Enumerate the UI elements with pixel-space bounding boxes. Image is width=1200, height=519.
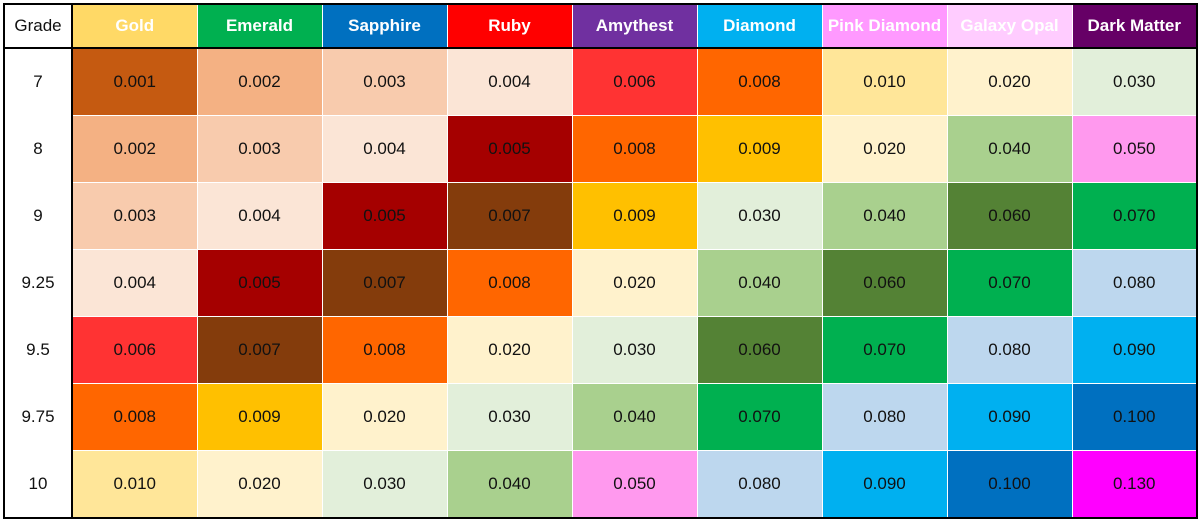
- value-cell: 0.007: [196, 316, 323, 384]
- value-cell: 0.080: [946, 316, 1073, 384]
- value-cell: 0.009: [696, 115, 823, 183]
- column-header-dark-matter: Dark Matter: [1071, 3, 1198, 49]
- value-cell: 0.100: [946, 450, 1073, 519]
- table-body: 7 0.001 0.002 0.003 0.004 0.006 0.008 0.010 0.02…: [3, 47, 1198, 519]
- table-row: 7 0.001 0.002 0.003 0.004 0.006 0.008 0.010 0.02…: [3, 47, 1198, 116]
- value-cell: 0.070: [946, 249, 1073, 317]
- value-cell: 0.004: [321, 115, 448, 183]
- table-header: Grade Gold Emerald Sapphire Ruby Amythest Dia…: [3, 3, 1198, 49]
- value-cell: 0.060: [696, 316, 823, 384]
- value-cell: 0.002: [196, 47, 323, 116]
- value-cell: 0.040: [821, 182, 948, 250]
- grade-cell: 10: [3, 450, 73, 519]
- grade-cell: 9.25: [3, 249, 73, 317]
- value-cell: 0.004: [446, 47, 573, 116]
- value-cell: 0.007: [446, 182, 573, 250]
- value-cell: 0.020: [446, 316, 573, 384]
- value-cell: 0.030: [696, 182, 823, 250]
- column-header-emerald: Emerald: [196, 3, 323, 49]
- grade-cell: 9.75: [3, 383, 73, 451]
- column-header-galaxy-opal: Galaxy Opal: [946, 3, 1073, 49]
- value-cell: 0.003: [196, 115, 323, 183]
- table-row: 9 0.003 0.004 0.005 0.007 0.009 0.030 0.040 0.06…: [3, 182, 1198, 250]
- value-cell: 0.030: [321, 450, 448, 519]
- value-cell: 0.020: [571, 249, 698, 317]
- table-row: 9.25 0.004 0.005 0.007 0.008 0.020 0.040 0.060 0…: [3, 249, 1198, 317]
- value-cell: 0.008: [71, 383, 198, 451]
- value-cell: 0.070: [696, 383, 823, 451]
- value-cell: 0.080: [821, 383, 948, 451]
- table-row: 10 0.010 0.020 0.030 0.040 0.050 0.080 0.090 0.1…: [3, 450, 1198, 519]
- value-cell: 0.020: [946, 47, 1073, 116]
- grade-column-header: Grade: [3, 3, 73, 49]
- value-cell: 0.130: [1071, 450, 1198, 519]
- value-cell: 0.040: [946, 115, 1073, 183]
- value-cell: 0.060: [821, 249, 948, 317]
- value-cell: 0.006: [571, 47, 698, 116]
- value-cell: 0.007: [321, 249, 448, 317]
- table-row: 8 0.002 0.003 0.004 0.005 0.008 0.009 0.020 0.04…: [3, 115, 1198, 183]
- value-cell: 0.020: [321, 383, 448, 451]
- header-row: Grade Gold Emerald Sapphire Ruby Amythest Dia…: [3, 3, 1198, 49]
- value-cell: 0.006: [71, 316, 198, 384]
- value-cell: 0.030: [571, 316, 698, 384]
- value-cell: 0.008: [696, 47, 823, 116]
- value-cell: 0.050: [571, 450, 698, 519]
- value-cell: 0.003: [71, 182, 198, 250]
- column-header-diamond: Diamond: [696, 3, 823, 49]
- value-cell: 0.070: [1071, 182, 1198, 250]
- column-header-sapphire: Sapphire: [321, 3, 448, 49]
- value-cell: 0.005: [446, 115, 573, 183]
- value-cell: 0.008: [321, 316, 448, 384]
- value-cell: 0.020: [821, 115, 948, 183]
- grade-cell: 8: [3, 115, 73, 183]
- value-cell: 0.050: [1071, 115, 1198, 183]
- column-header-amythest: Amythest: [571, 3, 698, 49]
- value-cell: 0.010: [821, 47, 948, 116]
- column-header-pink-diamond: Pink Diamond: [821, 3, 948, 49]
- grade-cell: 9: [3, 182, 73, 250]
- value-cell: 0.040: [696, 249, 823, 317]
- column-header-ruby: Ruby: [446, 3, 573, 49]
- table-row: 9.75 0.008 0.009 0.020 0.030 0.040 0.070 0.080 0…: [3, 383, 1198, 451]
- value-cell: 0.070: [821, 316, 948, 384]
- value-cell: 0.008: [571, 115, 698, 183]
- column-header-gold: Gold: [71, 3, 198, 49]
- value-cell: 0.100: [1071, 383, 1198, 451]
- value-cell: 0.030: [1071, 47, 1198, 116]
- value-cell: 0.002: [71, 115, 198, 183]
- value-cell: 0.080: [1071, 249, 1198, 317]
- value-cell: 0.090: [946, 383, 1073, 451]
- value-cell: 0.001: [71, 47, 198, 116]
- value-cell: 0.003: [321, 47, 448, 116]
- value-cell: 0.020: [196, 450, 323, 519]
- value-cell: 0.009: [196, 383, 323, 451]
- value-cell: 0.004: [196, 182, 323, 250]
- value-cell: 0.030: [446, 383, 573, 451]
- value-cell: 0.080: [696, 450, 823, 519]
- grade-cell: 9.5: [3, 316, 73, 384]
- value-cell: 0.040: [571, 383, 698, 451]
- value-cell: 0.090: [821, 450, 948, 519]
- value-cell: 0.010: [71, 450, 198, 519]
- value-cell: 0.005: [321, 182, 448, 250]
- grade-value-table: Grade Gold Emerald Sapphire Ruby Amythest Dia…: [3, 3, 1198, 519]
- grade-cell: 7: [3, 47, 73, 116]
- value-cell: 0.008: [446, 249, 573, 317]
- value-cell: 0.009: [571, 182, 698, 250]
- value-cell: 0.090: [1071, 316, 1198, 384]
- value-cell: 0.040: [446, 450, 573, 519]
- value-cell: 0.004: [71, 249, 198, 317]
- value-cell: 0.060: [946, 182, 1073, 250]
- value-cell: 0.005: [196, 249, 323, 317]
- table-row: 9.5 0.006 0.007 0.008 0.020 0.030 0.060 0.070 0.…: [3, 316, 1198, 384]
